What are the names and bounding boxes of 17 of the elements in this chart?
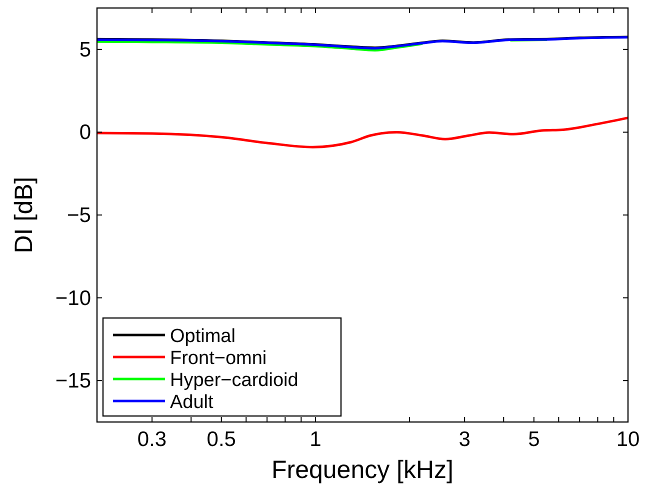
y-axis-title: DI [dB]: [10, 176, 38, 254]
y-tick-label: −15: [55, 370, 91, 393]
y-tick-label: 0: [79, 121, 91, 144]
x-tick-label: 0.3: [137, 428, 167, 451]
legend-label: Adult: [170, 392, 214, 413]
y-tick-label: −10: [55, 286, 91, 310]
x-tick-label: 1: [310, 428, 322, 451]
x-tick-label: 5: [528, 428, 540, 451]
y-tick-label: −5: [67, 204, 91, 227]
x-tick-label: 0.5: [206, 428, 236, 451]
legend-label: Hyper−cardioid: [170, 370, 298, 391]
x-axis-title: Frequency [kHz]: [271, 456, 454, 484]
legend-label: Front−omni: [170, 348, 267, 369]
x-tick-label: 10: [616, 428, 640, 451]
y-tick-label: 5: [79, 38, 91, 62]
legend-label: Optimal: [170, 326, 236, 347]
x-tick-label: 3: [458, 428, 470, 451]
